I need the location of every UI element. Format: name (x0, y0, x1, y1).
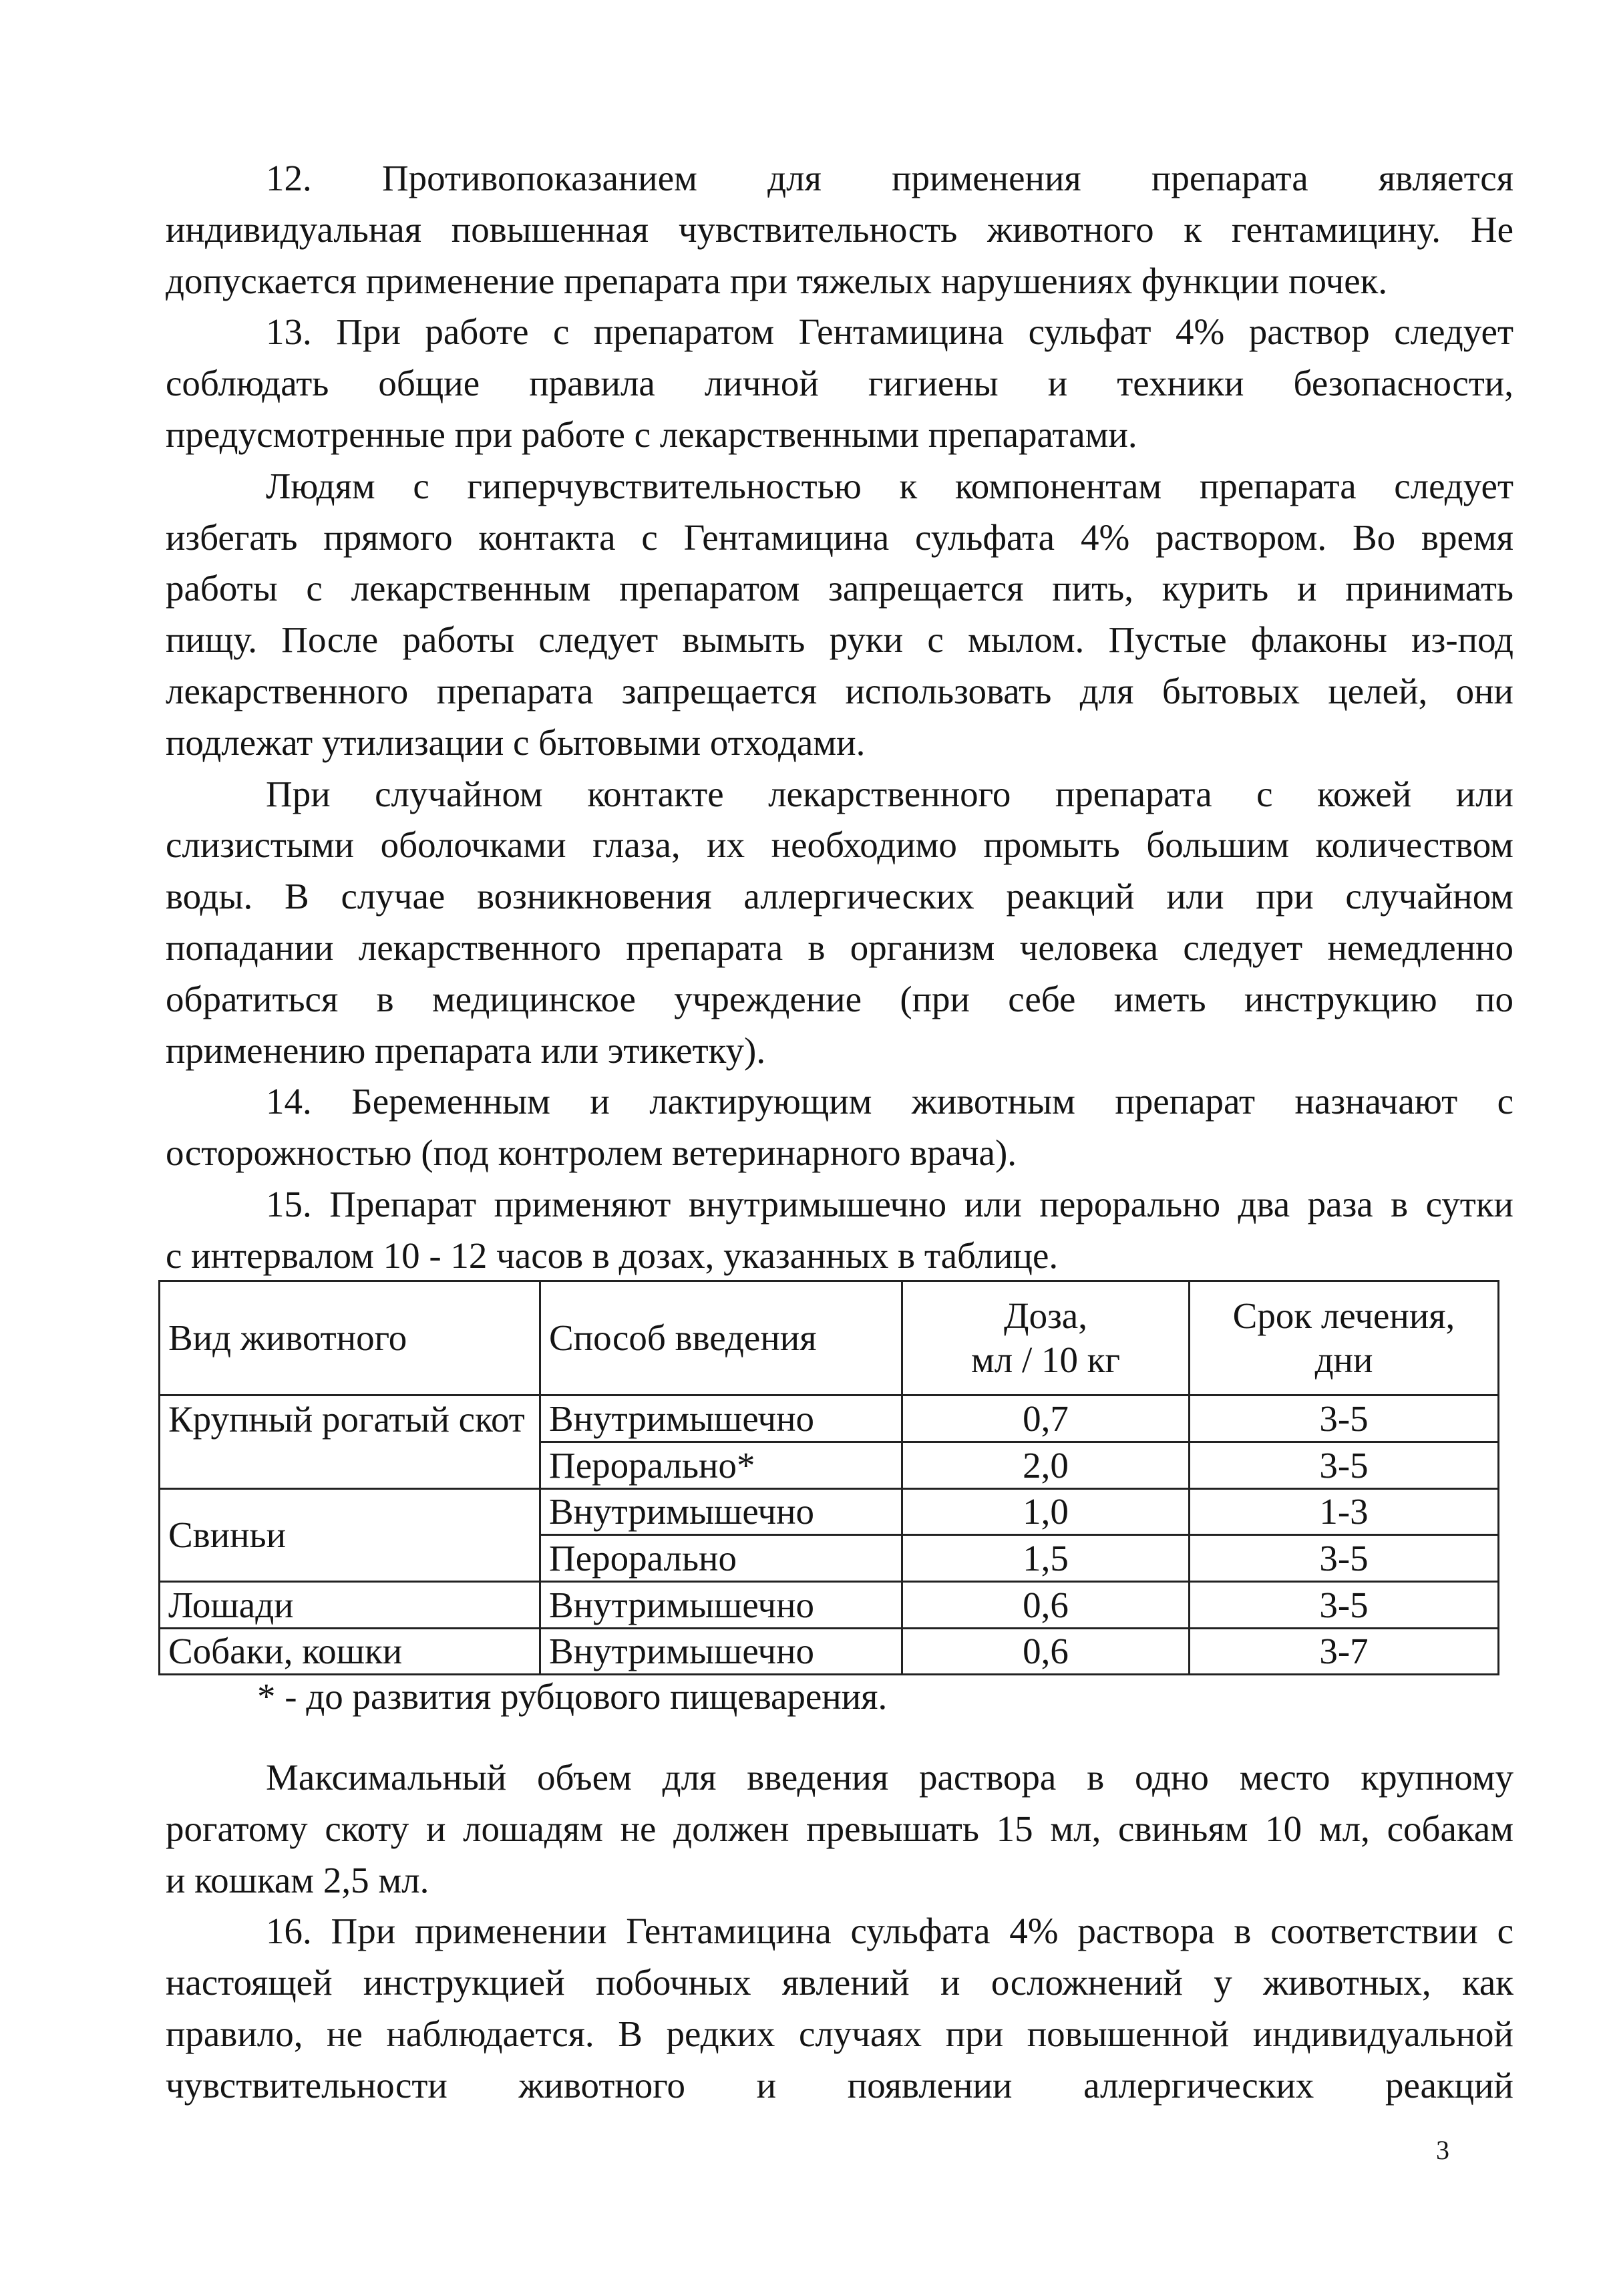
cell-animal: Крупный рогатый скот (158, 1394, 541, 1490)
table-footnote: * - до развития рубцового пищеварения. (257, 1676, 888, 1717)
paragraph-line: Максимальный объем для введения раствора… (266, 1757, 1513, 1798)
paragraph-line: чувствительности животного и появлении а… (166, 2064, 1513, 2106)
table-row: Свиньи Внутримышечно 1,0 1-3 (158, 1488, 1499, 1583)
paragraph-line: Людям с гиперчувствительностью к компоне… (266, 465, 1513, 506)
paragraph-line: применению препарата или этикетку). (166, 1029, 766, 1071)
table-row: Перорально* 2,0 3-5 (160, 1441, 1499, 1490)
cell-dose: 0,6 (901, 1581, 1190, 1629)
paragraph-line: 12. Противопоказанием для применения пре… (266, 158, 1513, 198)
header-term-line2: дни (1314, 1339, 1373, 1380)
paragraph-line: рогатому скоту и лошадям не должен превы… (166, 1808, 1513, 1849)
cell-days: 3-7 (1188, 1627, 1499, 1675)
cell-days: 3-5 (1188, 1581, 1499, 1629)
paragraph-line: При случайном контакте лекарственного пр… (266, 773, 1513, 814)
header-dose-line2: мл / 10 кг (970, 1339, 1121, 1380)
paragraph-line: лекарственного препарата запрещается исп… (166, 670, 1513, 711)
paragraph-line: настоящей инструкцией побочных явлений и… (166, 1962, 1513, 2003)
header-dose-line1: Доза, (1004, 1295, 1087, 1336)
cell-route: Перорально* (539, 1441, 903, 1490)
table-row: Крупный рогатый скот Внутримышечно 0,7 3… (158, 1394, 1499, 1490)
paragraph-line: 13. При работе с препаратом Гентамицина … (266, 311, 1513, 353)
paragraph-line: и кошкам 2,5 мл. (166, 1859, 429, 1901)
body-text-bottom: Максимальный объем для введения раствора… (166, 1752, 1513, 2112)
paragraph-line: избегать прямого контакта с Гентамицина … (166, 516, 1513, 558)
body-text-top: 12. Противопоказанием для применения пре… (166, 153, 1513, 1282)
cell-dose: 0,7 (901, 1394, 1190, 1443)
cell-dose: 1,0 (901, 1488, 1190, 1536)
header-animal: Вид животного (158, 1280, 541, 1396)
cell-route: Перорально (539, 1534, 903, 1583)
table-row: Перорально 1,5 3-5 (160, 1534, 1499, 1583)
paragraph-line: подлежат утилизации с бытовыми отходами. (166, 721, 866, 763)
paragraph-line: соблюдать общие правила личной гигиены и… (166, 363, 1513, 404)
header-term: Срок лечения, дни (1188, 1280, 1499, 1396)
paragraph-line: осторожностью (под контролем ветеринарно… (166, 1132, 1017, 1174)
paragraph-line: пищу. После работы следует вымыть руки с… (166, 619, 1513, 661)
cell-days: 1-3 (1188, 1488, 1499, 1536)
paragraph-line: 15. Препарат применяют внутримышечно или… (266, 1183, 1513, 1224)
table-row: Собаки, кошки Внутримышечно 0,6 3-7 (158, 1627, 1499, 1675)
cell-days: 3-5 (1188, 1394, 1499, 1443)
cell-days: 3-5 (1188, 1534, 1499, 1583)
cell-animal: Лошади (158, 1581, 541, 1629)
cell-route: Внутримышечно (539, 1581, 903, 1629)
page-number: 3 (1436, 2135, 1449, 2165)
paragraph-line: обратиться в медицинское учреждение (при… (166, 978, 1513, 1019)
header-term-line1: Срок лечения, (1232, 1295, 1455, 1336)
paragraph-line: правило, не наблюдается. В редких случая… (166, 2013, 1513, 2054)
header-dose: Доза, мл / 10 кг (901, 1280, 1190, 1396)
table-header-row: Вид животного Способ введения Доза, мл / … (158, 1280, 1499, 1396)
header-route: Способ введения (539, 1280, 903, 1396)
paragraph-line: слизистыми оболочками глаза, их необходи… (166, 824, 1513, 866)
cell-dose: 2,0 (901, 1441, 1190, 1490)
cell-route: Внутримышечно (539, 1394, 903, 1443)
paragraph-line: индивидуальная повышенная чувствительнос… (166, 208, 1513, 250)
cell-dose: 0,6 (901, 1627, 1190, 1675)
cell-dose: 1,5 (901, 1534, 1190, 1583)
paragraph-line: с интервалом 10 - 12 часов в дозах, указ… (166, 1235, 1059, 1276)
cell-days: 3-5 (1188, 1441, 1499, 1490)
paragraph-line: 16. При применении Гентамицина сульфата … (266, 1911, 1513, 1952)
paragraph-line: попадании лекарственного препарата в орг… (166, 927, 1513, 968)
paragraph-line: предусмотренные при работе с лекарственн… (166, 414, 1137, 455)
cell-animal: Свиньи (158, 1488, 541, 1583)
paragraph-line: допускается применение препарата при тяж… (166, 260, 1388, 301)
table-row: Лошади Внутримышечно 0,6 3-5 (158, 1581, 1499, 1629)
cell-animal: Собаки, кошки (158, 1627, 541, 1675)
paragraph-line: работы с лекарственным препаратом запрещ… (166, 568, 1513, 609)
paragraph-line: 14. Беременным и лактирующим животным пр… (266, 1081, 1513, 1122)
cell-route: Внутримышечно (539, 1488, 903, 1536)
paragraph-line: воды. В случае возникновения аллергическ… (166, 876, 1513, 917)
dosage-table: Вид животного Способ введения Доза, мл / … (158, 1280, 1499, 1675)
cell-route: Внутримышечно (539, 1627, 903, 1675)
